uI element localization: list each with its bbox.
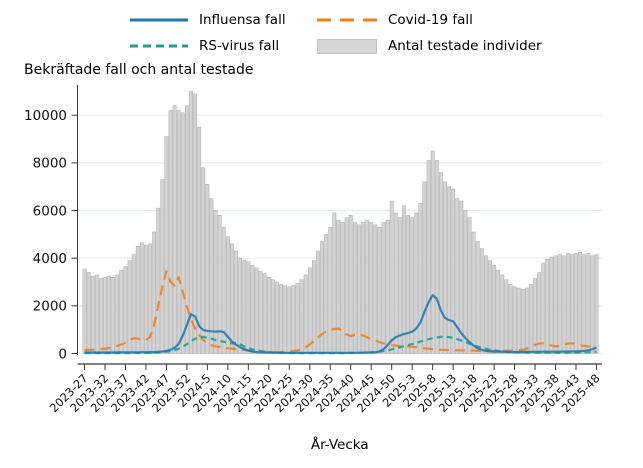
influensa-line-swatch	[130, 18, 188, 22]
legend-label-testade: Antal testade individer	[388, 38, 542, 54]
y-tick-label: 6000	[33, 203, 67, 219]
x-axis: 2023-272023-322023-372023-422023-472023-…	[47, 363, 603, 415]
legend-label-influensa: Influensa fall	[199, 12, 286, 28]
influensa-line	[84, 294, 597, 354]
legend-label-rsvirus: RS-virus fall	[199, 38, 280, 54]
legend-item-testade: Antal testade individer	[317, 37, 542, 55]
tested-bars-layer	[82, 91, 599, 354]
covid-line	[84, 270, 597, 354]
y-axis: 0 2000 4000 6000 8000 10000	[24, 85, 78, 362]
legend-item-influensa: Influensa fall	[130, 11, 286, 29]
legend-item-covid: Covid-19 fall	[317, 11, 473, 29]
covid-line-swatch	[317, 18, 377, 22]
testade-patch-swatch	[317, 38, 377, 54]
y-tick-label: 2000	[33, 299, 67, 315]
legend-item-rsvirus: RS-virus fall	[130, 37, 279, 55]
chart-title: Bekräftade fall och antal testade	[24, 62, 254, 78]
legend-label-covid: Covid-19 fall	[388, 12, 473, 28]
y-tick-label: 8000	[33, 156, 67, 172]
y-tick-label: 10000	[24, 108, 67, 124]
rs-virus-line-swatch	[130, 44, 188, 48]
y-tick-label: 0	[58, 346, 67, 362]
x-axis-title: År-Vecka	[311, 436, 369, 453]
y-tick-label: 4000	[33, 251, 67, 267]
